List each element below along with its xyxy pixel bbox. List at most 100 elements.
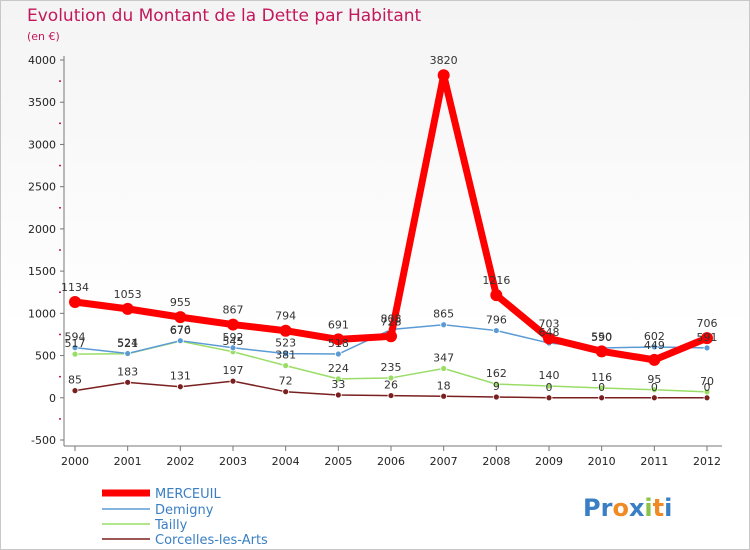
data-point-Tailly — [492, 380, 500, 388]
data-point-Demigny — [703, 344, 711, 352]
data-label-Corcelles-les-Arts: 33 — [331, 378, 345, 391]
data-label-Demigny: 676 — [170, 324, 191, 337]
data-label-Corcelles-les-Arts: 85 — [68, 374, 82, 387]
data-label-Demigny: 590 — [591, 331, 612, 344]
data-label-Corcelles-les-Arts: 9 — [493, 380, 500, 393]
x-tick-label: 2005 — [324, 455, 352, 468]
y-tick-label: 1500 — [28, 265, 56, 278]
data-label-Tailly: 224 — [328, 362, 349, 375]
data-label-Corcelles-les-Arts: 131 — [170, 370, 191, 383]
data-point-Demigny — [440, 321, 448, 329]
data-label-MERCEUIL: 706 — [697, 317, 718, 330]
data-point-Corcelles-les-Arts — [440, 392, 448, 400]
data-label-Tailly: 162 — [486, 367, 507, 380]
data-point-Tailly — [545, 382, 553, 390]
data-label-MERCEUIL: 703 — [539, 317, 560, 330]
legend-label: MERCEUIL — [155, 487, 221, 502]
data-label-Demigny: 524 — [117, 337, 138, 350]
x-tick-label: 2001 — [114, 455, 142, 468]
y-tick-label: 2000 — [28, 223, 56, 236]
data-point-Tailly — [282, 362, 290, 370]
x-tick-label: 2006 — [377, 455, 405, 468]
data-label-Demigny: 865 — [433, 308, 454, 321]
logo-letter: P — [583, 494, 601, 522]
data-point-Corcelles-les-Arts — [124, 378, 132, 386]
y-tick-label: -500 — [31, 434, 56, 447]
data-label-MERCEUIL: 728 — [381, 315, 402, 328]
data-label-Demigny: 592 — [223, 331, 244, 344]
data-label-Corcelles-les-Arts: 72 — [279, 375, 293, 388]
data-label-MERCEUIL: 1134 — [61, 281, 89, 294]
data-point-Tailly — [703, 388, 711, 396]
data-label-Tailly: 116 — [591, 371, 612, 384]
data-point-Tailly — [440, 365, 448, 372]
y-tick-label: 4000 — [28, 54, 56, 67]
y-tick-label: 1000 — [28, 307, 56, 320]
data-point-Corcelles-les-Arts — [387, 392, 395, 399]
data-point-Corcelles-les-Arts — [282, 388, 290, 396]
data-label-Demigny: 796 — [486, 314, 507, 327]
data-point-Corcelles-les-Arts — [703, 394, 711, 402]
logo-letter: r — [601, 494, 613, 522]
data-point-Demigny — [650, 343, 658, 351]
data-point-Tailly — [387, 374, 395, 382]
series-layer — [69, 69, 713, 402]
data-point-Demigny — [229, 344, 237, 352]
x-tick-label: 2012 — [693, 455, 721, 468]
x-tick-label: 2003 — [219, 455, 247, 468]
x-tick-label: 2000 — [61, 455, 89, 468]
data-point-Tailly — [598, 384, 606, 392]
data-label-Tailly: 545 — [223, 335, 244, 348]
data-label-Tailly: 381 — [275, 349, 296, 362]
data-point-Demigny — [282, 350, 290, 358]
data-label-Corcelles-les-Arts: 0 — [651, 381, 658, 394]
y-tick-label: 3000 — [28, 138, 56, 151]
x-tick-label: 2011 — [640, 455, 668, 468]
data-label-MERCEUIL: 449 — [644, 339, 665, 352]
x-tick-label: 2007 — [430, 455, 458, 468]
data-label-Tailly: 517 — [65, 337, 86, 350]
data-label-MERCEUIL: 955 — [170, 296, 191, 309]
data-label-MERCEUIL: 1053 — [114, 288, 142, 301]
data-point-Corcelles-les-Arts — [598, 394, 606, 402]
y-tick-label: 0 — [49, 392, 56, 405]
legend-label: Corcelles-les-Arts — [155, 533, 268, 548]
logo-letter: x — [629, 494, 645, 522]
data-label-Corcelles-les-Arts: 183 — [117, 365, 138, 378]
data-label-Demigny: 602 — [644, 330, 665, 343]
legend-label: Tailly — [154, 518, 188, 533]
logo-letter: t — [653, 494, 664, 522]
data-point-Demigny — [176, 337, 184, 345]
data-point-Corcelles-les-Arts — [545, 394, 553, 402]
data-label-MERCEUIL: 867 — [223, 304, 244, 317]
data-point-MERCEUIL — [437, 69, 450, 82]
data-label-Tailly: 521 — [117, 337, 138, 350]
y-tick-label: 3500 — [28, 96, 56, 109]
data-label-Tailly: 235 — [381, 361, 402, 374]
data-point-MERCEUIL — [174, 311, 187, 324]
logo-letter: o — [612, 494, 629, 522]
x-tick-label: 2009 — [535, 455, 563, 468]
data-label-Corcelles-les-Arts: 0 — [704, 381, 711, 394]
data-point-MERCEUIL — [543, 332, 555, 345]
proxiti-logo: Proxiti — [583, 494, 672, 522]
data-label-Corcelles-les-Arts: 197 — [223, 364, 244, 377]
data-point-MERCEUIL — [385, 330, 397, 343]
logo-text: Proxiti — [583, 494, 672, 522]
data-point-Corcelles-les-Arts — [71, 387, 79, 395]
data-label-Demigny: 518 — [328, 337, 349, 350]
data-point-Corcelles-les-Arts — [492, 393, 500, 401]
data-point-MERCEUIL — [279, 324, 292, 337]
data-point-MERCEUIL — [490, 289, 503, 302]
data-point-Corcelles-les-Arts — [229, 377, 237, 385]
data-point-MERCEUIL — [69, 296, 81, 309]
data-point-MERCEUIL — [121, 302, 134, 315]
y-tick-label: 2500 — [28, 181, 56, 194]
data-point-MERCEUIL — [701, 332, 713, 345]
data-point-Demigny — [334, 350, 342, 358]
data-label-Demigny: 808 — [381, 313, 402, 326]
data-point-Demigny — [492, 327, 500, 334]
